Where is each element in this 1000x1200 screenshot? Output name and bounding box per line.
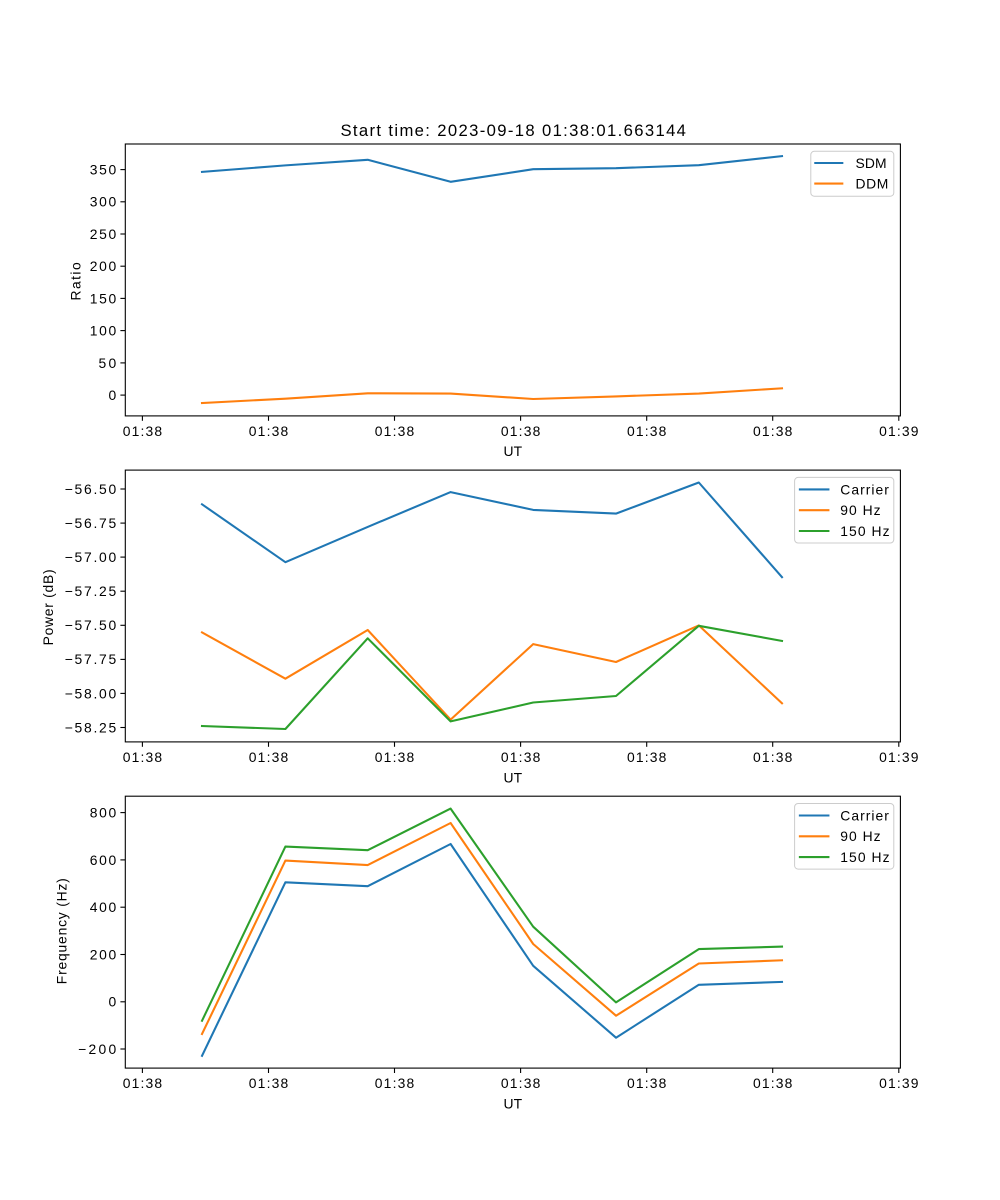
svg-text:300: 300 <box>90 194 117 210</box>
svg-text:−57.25: −57.25 <box>65 583 117 599</box>
svg-text:−57.50: −57.50 <box>65 617 117 633</box>
svg-text:01:38: 01:38 <box>627 1075 667 1091</box>
svg-text:01:39: 01:39 <box>879 1075 919 1091</box>
svg-text:−57.00: −57.00 <box>65 549 117 565</box>
svg-text:SDM: SDM <box>856 155 887 171</box>
svg-text:−58.00: −58.00 <box>65 685 117 701</box>
svg-text:01:38: 01:38 <box>627 423 667 439</box>
svg-text:01:38: 01:38 <box>501 749 541 765</box>
svg-text:01:38: 01:38 <box>753 423 793 439</box>
svg-text:800: 800 <box>90 805 117 821</box>
svg-text:01:38: 01:38 <box>249 749 289 765</box>
svg-text:01:38: 01:38 <box>375 1075 415 1091</box>
svg-text:01:38: 01:38 <box>249 1075 289 1091</box>
svg-text:UT: UT <box>504 1096 523 1112</box>
svg-text:01:39: 01:39 <box>879 749 919 765</box>
svg-text:50: 50 <box>99 355 117 371</box>
svg-text:400: 400 <box>90 899 117 915</box>
svg-text:600: 600 <box>90 852 117 868</box>
svg-text:100: 100 <box>90 323 117 339</box>
svg-text:UT: UT <box>504 769 523 785</box>
svg-text:DDM: DDM <box>856 176 889 192</box>
svg-text:Carrier: Carrier <box>840 481 889 497</box>
svg-text:−56.75: −56.75 <box>65 515 117 531</box>
svg-text:Power (dB): Power (dB) <box>40 569 56 645</box>
svg-text:−57.75: −57.75 <box>65 651 117 667</box>
svg-text:0: 0 <box>108 387 116 403</box>
svg-text:01:38: 01:38 <box>501 423 541 439</box>
svg-text:01:38: 01:38 <box>753 1075 793 1091</box>
svg-text:Frequency (Hz): Frequency (Hz) <box>54 878 70 984</box>
svg-text:−58.25: −58.25 <box>65 719 117 735</box>
svg-text:90 Hz: 90 Hz <box>840 828 880 844</box>
svg-text:150 Hz: 150 Hz <box>840 849 889 865</box>
svg-text:01:38: 01:38 <box>753 749 793 765</box>
svg-text:250: 250 <box>90 226 117 242</box>
svg-text:Start time: 2023-09-18 01:38:0: Start time: 2023-09-18 01:38:01.663144 <box>340 121 685 140</box>
svg-text:90 Hz: 90 Hz <box>840 502 880 518</box>
svg-text:01:38: 01:38 <box>123 749 163 765</box>
svg-text:01:38: 01:38 <box>627 749 667 765</box>
svg-text:01:38: 01:38 <box>123 423 163 439</box>
svg-text:01:38: 01:38 <box>375 749 415 765</box>
svg-text:200: 200 <box>90 946 117 962</box>
svg-text:01:38: 01:38 <box>123 1075 163 1091</box>
svg-text:0: 0 <box>108 994 116 1010</box>
svg-text:−56.50: −56.50 <box>65 481 117 497</box>
svg-text:150 Hz: 150 Hz <box>840 523 889 539</box>
svg-text:01:38: 01:38 <box>375 423 415 439</box>
svg-text:01:38: 01:38 <box>501 1075 541 1091</box>
svg-text:01:39: 01:39 <box>879 423 919 439</box>
svg-text:01:38: 01:38 <box>249 423 289 439</box>
svg-text:Carrier: Carrier <box>840 807 889 823</box>
svg-text:200: 200 <box>90 258 117 274</box>
svg-text:150: 150 <box>90 290 117 306</box>
svg-text:UT: UT <box>504 443 523 459</box>
svg-text:350: 350 <box>90 162 117 178</box>
